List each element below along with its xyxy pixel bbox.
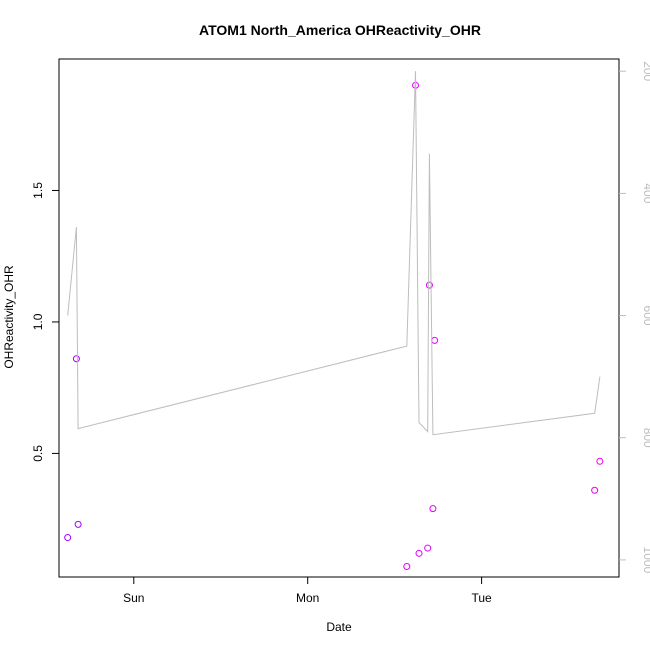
data-point xyxy=(591,486,599,494)
data-point xyxy=(429,505,437,513)
y2-tick-label: 400 xyxy=(641,183,650,203)
data-point xyxy=(415,549,423,557)
y-axis-label: OHReactivity_OHR xyxy=(2,265,16,369)
y2-tick-label: 200 xyxy=(641,61,650,81)
data-point xyxy=(72,355,80,363)
plot-frame xyxy=(58,58,620,578)
data-point xyxy=(74,520,82,528)
data-point xyxy=(424,544,432,552)
x-axis-label: Date xyxy=(326,620,352,634)
data-point xyxy=(596,457,604,465)
x-tick-label: Mon xyxy=(296,591,319,605)
y-tick-label: 1.0 xyxy=(31,313,45,330)
chart-title: ATOM1 North_America OHReactivity_OHR xyxy=(199,22,481,38)
y2-tick-label: 800 xyxy=(641,428,650,448)
data-point xyxy=(64,534,72,542)
data-point xyxy=(403,562,411,570)
x-tick-label: Tue xyxy=(471,591,492,605)
x-tick-label: Sun xyxy=(123,591,144,605)
y-tick-label: 1.5 xyxy=(31,182,45,199)
y2-tick-label: 1000 xyxy=(641,547,650,574)
data-point xyxy=(431,336,439,344)
y2-tick-label: 600 xyxy=(641,306,650,326)
data-point xyxy=(425,281,433,289)
plot-area: Sun Mon Tue 0.5 1.0 1.5 200 400 600 800 1000 xyxy=(31,58,650,605)
series-line xyxy=(67,71,601,436)
y-tick-label: 0.5 xyxy=(31,445,45,462)
